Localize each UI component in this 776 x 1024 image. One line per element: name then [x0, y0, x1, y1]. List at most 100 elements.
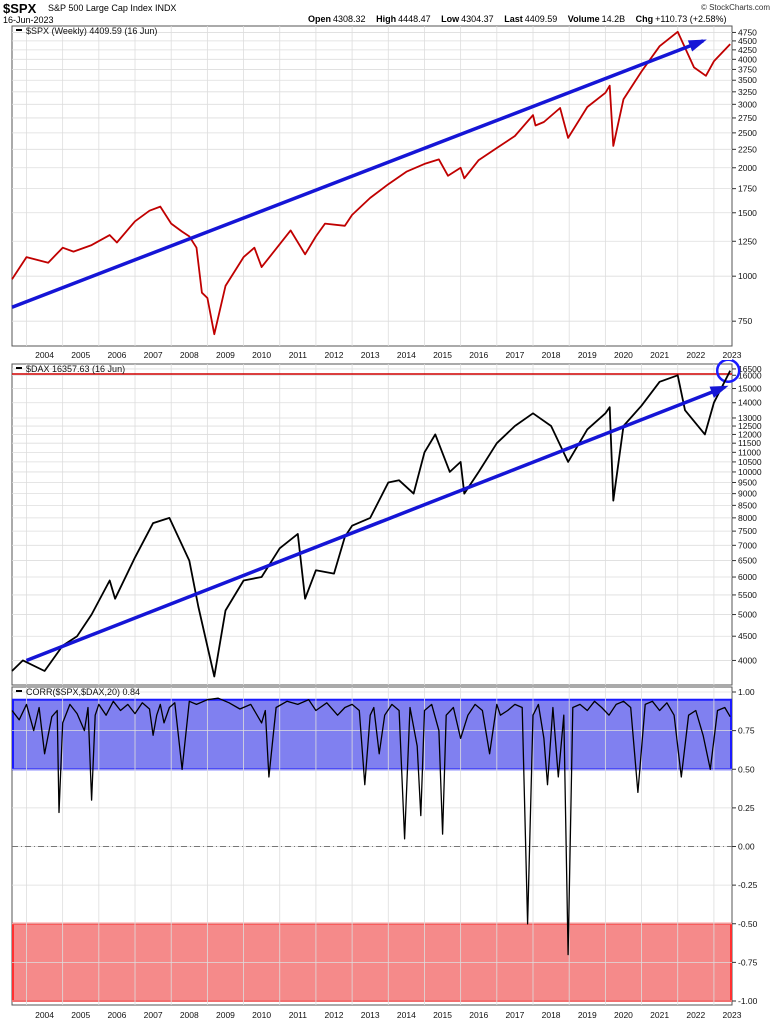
y-tick-label: 3500	[738, 75, 757, 85]
y-tick-label: 3000	[738, 99, 757, 109]
y-tick-label: 10500	[738, 457, 762, 467]
panel-1: 750 1000 1250 1500 1750 2000 2250 2500 2750 3000 3…	[11, 25, 757, 347]
legend-label: $SPX (Weekly) 4409.59 (16 Jun)	[26, 26, 157, 36]
y-tick-label: 4750	[738, 27, 757, 37]
x-tick-label: 2020	[614, 350, 633, 360]
y-tick-label: 1750	[738, 184, 757, 194]
spx-trendline-arrowhead	[687, 39, 707, 52]
y-tick-label: 4500	[738, 631, 757, 641]
legend-label: $DAX 16357.63 (16 Jun)	[26, 364, 125, 374]
y-tick-label: 2000	[738, 163, 757, 173]
correlation-line	[11, 697, 731, 956]
y-tick-label: 7500	[738, 526, 757, 536]
y-tick-label: 7000	[738, 540, 757, 550]
y-tick-label: 4000	[738, 655, 757, 665]
x-tick-label: 2018	[542, 1010, 561, 1020]
y-tick-label: 11500	[738, 438, 761, 448]
x-tick-label: 2007	[144, 350, 163, 360]
panel-2: 4000 4500 5000 5500 6000 6500 7000 7500 8000 8500…	[11, 358, 762, 686]
y-tick-label: 8000	[738, 513, 757, 523]
y-tick-label: 11000	[738, 447, 761, 457]
x-tick-label: 2015	[433, 350, 452, 360]
x-tick-label: 2022	[686, 350, 705, 360]
y-tick-label: 3750	[738, 64, 757, 74]
y-tick-label: 750	[738, 316, 752, 326]
x-tick-label: 2016	[469, 1010, 488, 1020]
x-tick-label: 2017	[505, 350, 524, 360]
y-tick-label: 4000	[738, 54, 757, 64]
x-tick-label: 2008	[180, 1010, 199, 1020]
x-tick-label: 2006	[107, 350, 126, 360]
x-axis-strip	[12, 348, 732, 360]
y-tick-label: 6000	[738, 572, 757, 582]
x-tick-label: 2007	[144, 1010, 163, 1020]
x-tick-label: 2021	[650, 1010, 669, 1020]
low-label: Low	[441, 14, 460, 24]
y-tick-label: 15000	[738, 384, 762, 394]
x-tick-label: 2004	[35, 1010, 54, 1020]
y-tick-label: 14000	[738, 398, 762, 408]
open-label: Open	[308, 14, 332, 24]
legend-swatch	[16, 690, 22, 692]
legend-swatch	[16, 29, 22, 31]
x-tick-label: 2018	[542, 350, 561, 360]
x-tick-label: 2014	[397, 1010, 416, 1020]
ohlc-stats: Open 4308.32 High 4448.47 Low 4304.37 Last 4…	[308, 14, 727, 24]
chart-header: $SPX S&P 500 Large Cap Index INDX 16-Jun…	[0, 0, 776, 26]
high-label: High	[376, 14, 397, 24]
x-tick-label: 2012	[325, 350, 344, 360]
y-tick-label: 4250	[738, 45, 757, 55]
y-tick-label: 5500	[738, 590, 757, 600]
dax-trendline-arrowhead	[709, 385, 729, 398]
low-value: 4304.37	[461, 14, 494, 24]
x-tick-label: 2009	[216, 1010, 235, 1020]
y-tick-label: 13000	[738, 413, 762, 423]
y-tick-label: 9000	[738, 489, 757, 499]
y-tick-label: 2750	[738, 113, 757, 123]
x-tick-label: 2015	[433, 1010, 452, 1020]
x-tick-label: 2005	[71, 350, 90, 360]
last-label: Last	[504, 14, 523, 24]
x-tick-label: 2010	[252, 350, 271, 360]
chg-value: +110.73 (+2.58%)	[655, 14, 727, 24]
x-tick-label: 2019	[578, 1010, 597, 1020]
y-tick-label: 12000	[738, 429, 762, 439]
exchange: INDX	[154, 3, 177, 13]
x-tick-label: 2011	[289, 1010, 308, 1020]
y-tick-label: 1500	[738, 208, 757, 218]
y-tick-label: 16500	[738, 364, 762, 374]
panel-frame	[11, 25, 733, 347]
spx-trendline-line	[11, 39, 704, 309]
x-tick-label: 2023	[723, 1010, 742, 1020]
legend-swatch	[16, 367, 22, 369]
y-tick-label: 10000	[738, 467, 762, 477]
x-tick-label: 2006	[107, 1010, 126, 1020]
legend-label: CORR($SPX,$DAX,20) 0.84	[26, 687, 140, 697]
x-tick-label: 2013	[361, 350, 380, 360]
y-tick-label: 4500	[738, 36, 757, 46]
x-tick-label: 2010	[252, 1010, 271, 1020]
dax-price-line	[11, 370, 732, 678]
x-tick-label: 2011	[289, 350, 308, 360]
x-tick-label: 2023	[723, 350, 742, 360]
y-tick-label: 0.25	[738, 803, 755, 813]
x-tick-label: 2009	[216, 350, 235, 360]
y-tick-label: 2250	[738, 144, 757, 154]
index-name: S&P 500 Large Cap Index INDX	[48, 3, 176, 13]
x-tick-label: 2019	[578, 350, 597, 360]
open-value: 4308.32	[333, 14, 366, 24]
y-tick-label: 1000	[738, 271, 757, 281]
y-tick-label: 6500	[738, 556, 757, 566]
y-tick-label: 9500	[738, 477, 757, 487]
x-tick-label: 2008	[180, 350, 199, 360]
dax-trendline-line	[25, 385, 726, 663]
x-tick-label: 2021	[650, 350, 669, 360]
y-tick-label: -1.00	[738, 996, 758, 1006]
y-tick-label: -0.75	[738, 957, 758, 967]
panel-3: 1.00 0.75 0.50 0.25 0.00 -0.25 -0.50 -0.75 -1.00…	[11, 686, 758, 1006]
y-tick-label: 0.75	[738, 726, 755, 736]
y-tick-label: -0.50	[738, 919, 758, 929]
x-tick-label: 2005	[71, 1010, 90, 1020]
x-axis-strip	[12, 1007, 732, 1019]
